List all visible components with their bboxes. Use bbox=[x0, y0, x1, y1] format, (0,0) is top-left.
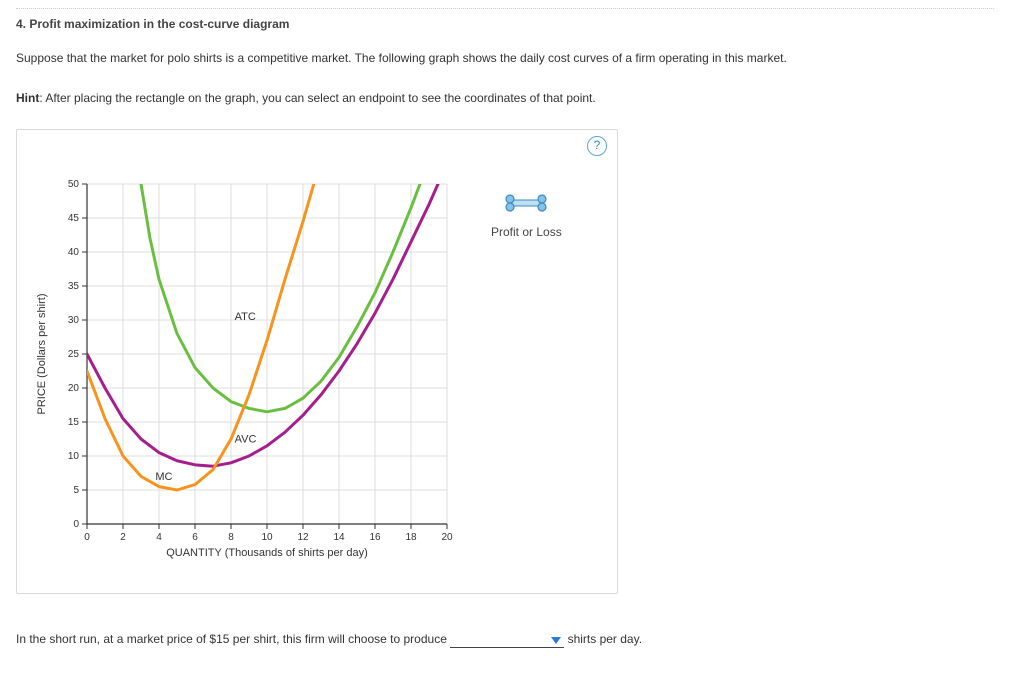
quantity-dropdown[interactable] bbox=[450, 632, 564, 648]
svg-text:2: 2 bbox=[120, 532, 126, 543]
help-button[interactable]: ? bbox=[587, 136, 607, 156]
cost-curve-chart[interactable]: 0 2 4 6 8 10 12 14 16 18 20 0 5 10 15 20 25 30 35 40 45 50 QUA… bbox=[27, 164, 467, 577]
svg-text:15: 15 bbox=[68, 417, 80, 428]
sentence-post: shirts per day. bbox=[568, 632, 642, 646]
svg-text:40: 40 bbox=[68, 247, 80, 258]
sentence-pre: In the short run, at a market price of $… bbox=[16, 632, 447, 646]
question-title-text: Profit maximization in the cost-curve di… bbox=[29, 17, 289, 31]
svg-text:14: 14 bbox=[333, 532, 345, 543]
profit-loss-tool-icon bbox=[500, 194, 552, 215]
legend-label: Profit or Loss bbox=[491, 225, 562, 239]
svg-text:MC: MC bbox=[155, 471, 172, 483]
legend-profit-or-loss[interactable]: Profit or Loss bbox=[491, 194, 562, 239]
question-intro: Suppose that the market for polo shirts … bbox=[16, 49, 994, 67]
question-title: 4. Profit maximization in the cost-curve… bbox=[16, 17, 994, 31]
svg-text:20: 20 bbox=[68, 383, 80, 394]
svg-text:30: 30 bbox=[68, 315, 80, 326]
svg-text:5: 5 bbox=[73, 485, 79, 496]
question-hint: Hint: After placing the rectangle on the… bbox=[16, 89, 994, 107]
svg-text:12: 12 bbox=[297, 532, 309, 543]
svg-text:10: 10 bbox=[261, 532, 273, 543]
svg-text:35: 35 bbox=[68, 281, 80, 292]
svg-text:QUANTITY (Thousands of shirts: QUANTITY (Thousands of shirts per day) bbox=[166, 547, 368, 559]
chevron-down-icon bbox=[550, 635, 562, 645]
hint-text: : After placing the rectangle on the gra… bbox=[39, 91, 595, 105]
hint-label: Hint bbox=[16, 91, 39, 105]
svg-text:18: 18 bbox=[405, 532, 417, 543]
svg-text:ATC: ATC bbox=[235, 311, 256, 323]
svg-text:25: 25 bbox=[68, 349, 80, 360]
question-number: 4. bbox=[16, 17, 26, 31]
svg-text:PRICE (Dollars per shirt): PRICE (Dollars per shirt) bbox=[36, 293, 48, 414]
graph-panel: ? 0 2 4 6 8 10 12 14 16 18 20 0 5 10 15 20 25 30 35 40 45 50 Q… bbox=[16, 129, 618, 594]
svg-text:AVC: AVC bbox=[235, 433, 257, 445]
svg-text:20: 20 bbox=[441, 532, 453, 543]
svg-text:45: 45 bbox=[68, 213, 80, 224]
svg-text:10: 10 bbox=[68, 451, 80, 462]
svg-text:6: 6 bbox=[192, 532, 198, 543]
svg-text:16: 16 bbox=[369, 532, 381, 543]
svg-text:0: 0 bbox=[84, 532, 90, 543]
answer-sentence: In the short run, at a market price of $… bbox=[16, 632, 994, 648]
svg-text:4: 4 bbox=[156, 532, 162, 543]
svg-text:8: 8 bbox=[228, 532, 234, 543]
svg-text:50: 50 bbox=[68, 179, 80, 190]
svg-text:0: 0 bbox=[73, 519, 79, 530]
